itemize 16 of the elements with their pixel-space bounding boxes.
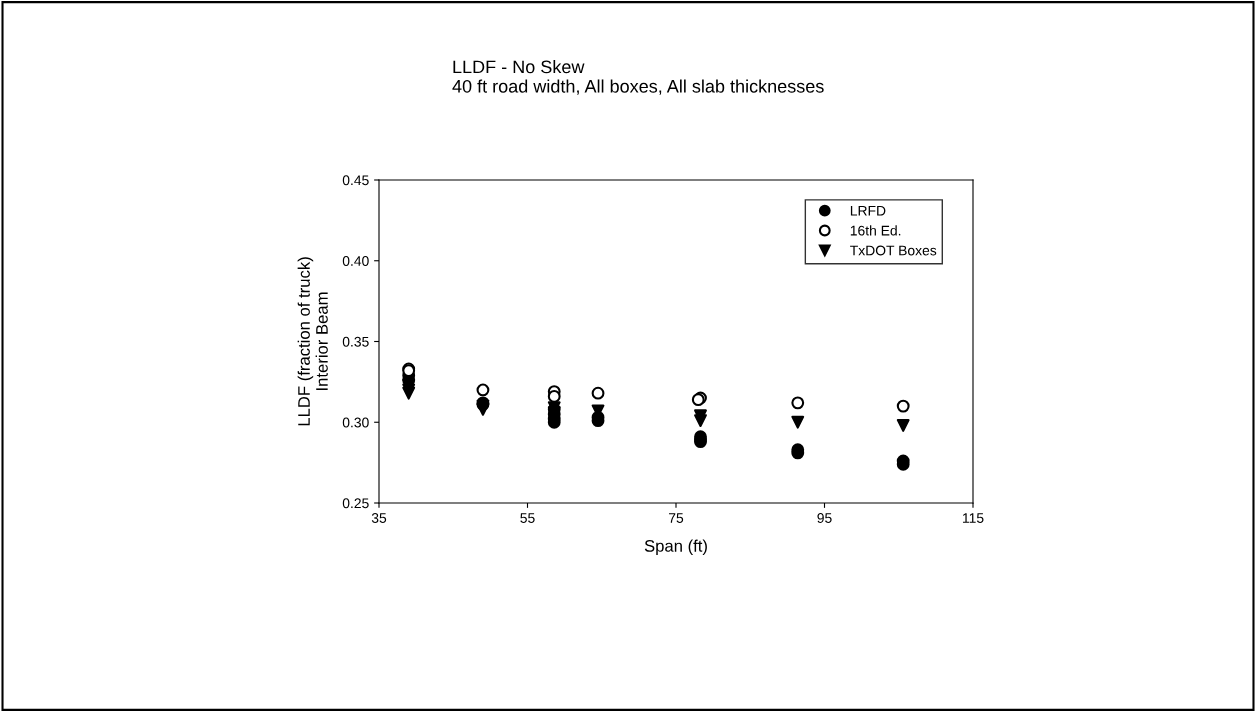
- y-tick-label: 0.25: [342, 498, 369, 509]
- legend-label: TxDOT Boxes: [850, 245, 937, 256]
- legend-label: 16th Ed.: [850, 225, 901, 236]
- x-tick-label: 95: [817, 513, 832, 523]
- y-tick-label: 0.45: [342, 175, 369, 186]
- legend-label: LRFD: [850, 205, 886, 216]
- y-tick-label: 0.30: [342, 417, 369, 428]
- x-tick-label: 75: [668, 513, 684, 523]
- y-axis-title: LLDF (fraction of truck) Interior Beam: [297, 257, 328, 426]
- x-tick-label: 115: [962, 513, 984, 523]
- y-tick-label: 0.35: [342, 336, 369, 347]
- y-tick-label: 0.40: [342, 256, 369, 266]
- x-tick-label: 35: [371, 513, 387, 523]
- x-axis-title: Span (ft): [644, 539, 707, 556]
- x-tick-label: 55: [520, 513, 535, 523]
- chart-title: LLDF - No Skew 40 ft road width, All boxes, All slab thicknesses: [452, 60, 824, 95]
